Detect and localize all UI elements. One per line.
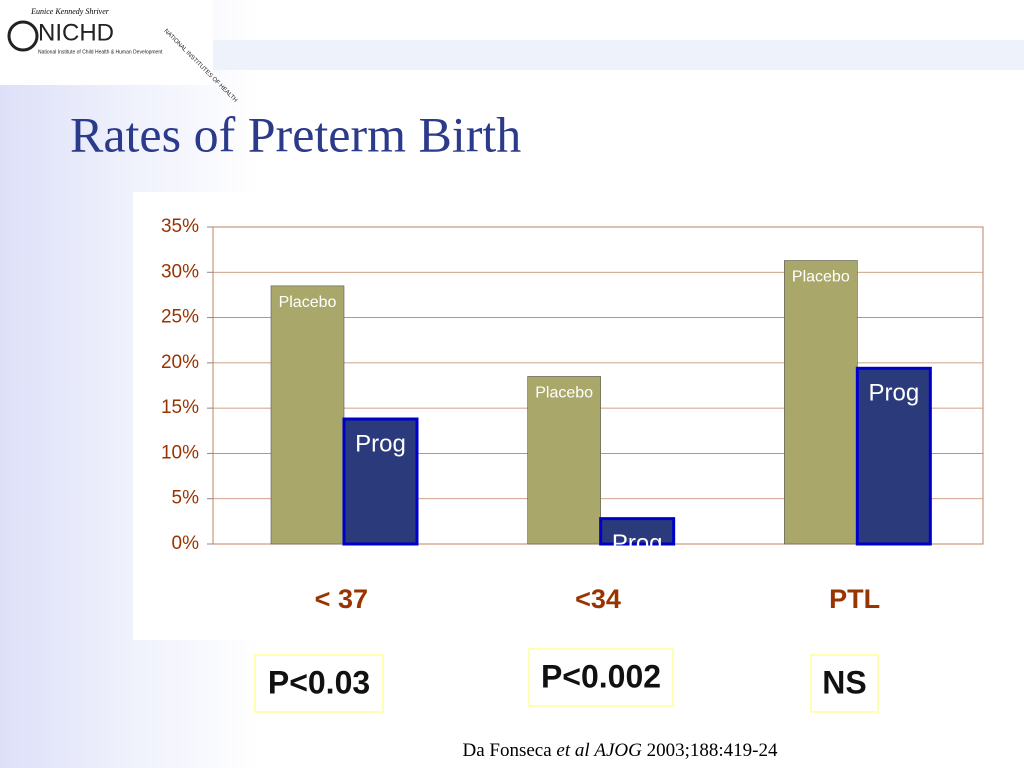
- citation-author: Da Fonseca: [462, 740, 552, 761]
- logo-tagline: Eunice Kennedy Shriver: [30, 7, 110, 16]
- annotation-box: [254, 654, 384, 713]
- bar-label: Placebo: [792, 269, 850, 286]
- bar: [599, 517, 676, 546]
- x-tick-label: <34: [575, 584, 621, 614]
- bar-label: Placebo: [535, 385, 593, 402]
- bar: [855, 366, 932, 546]
- bar-label: Prog: [868, 380, 919, 407]
- annotation: P<0.002: [541, 658, 661, 694]
- citation: Da Fonseca et al AJOG 2003;188:419-24: [462, 740, 778, 761]
- bar: [342, 417, 419, 546]
- bar: [784, 260, 858, 545]
- annotation: NS: [822, 664, 866, 700]
- annotation: P<0.03: [268, 664, 370, 700]
- bar-label: Placebo: [279, 294, 337, 311]
- annotation-box: [810, 654, 879, 713]
- y-tick-label: 35%: [161, 216, 199, 237]
- citation-ref: 2003;188:419-24: [647, 740, 778, 761]
- citation-journal: AJOG: [592, 740, 642, 761]
- annotation-box: [528, 648, 674, 707]
- bar: [527, 376, 601, 545]
- y-tick-label: 5%: [172, 488, 200, 509]
- y-tick-label: 25%: [161, 307, 199, 328]
- y-tick-label: 10%: [161, 442, 199, 463]
- logo-subtitle: National Institute of Child Health & Hum…: [38, 49, 163, 55]
- y-tick-label: 15%: [161, 397, 199, 418]
- bar-label: Prog: [355, 430, 406, 457]
- logo-name: NICHD: [38, 19, 114, 46]
- header-band: [213, 40, 1024, 70]
- logo-mark: [7, 20, 39, 52]
- x-tick-label: < 37: [315, 584, 368, 614]
- y-tick-label: 30%: [161, 261, 199, 282]
- x-tick-label: PTL: [829, 584, 880, 614]
- y-tick-label: 0%: [172, 533, 200, 554]
- y-tick-label: 20%: [161, 352, 199, 373]
- bar: [270, 285, 345, 545]
- bar-label: Prog: [612, 530, 663, 557]
- slide-title: Rates of Preterm Birth: [70, 106, 521, 162]
- citation-etal: et al: [556, 740, 589, 761]
